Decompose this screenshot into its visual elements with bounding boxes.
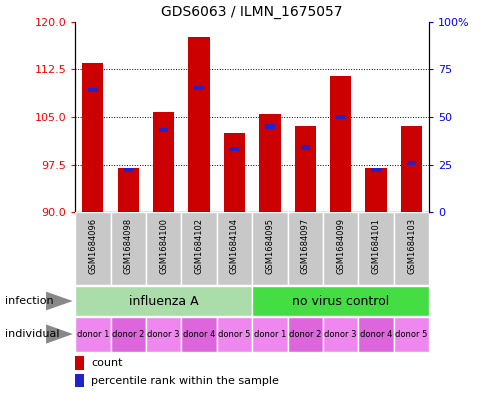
Text: infection: infection [5, 296, 53, 306]
Text: GSM1684103: GSM1684103 [406, 218, 415, 274]
Bar [216, 317, 252, 352]
Text: GSM1684099: GSM1684099 [335, 218, 345, 274]
Bar [75, 317, 110, 352]
Bar [181, 317, 216, 352]
Bar [146, 212, 181, 285]
Bar [335, 115, 345, 119]
Bar [393, 317, 428, 352]
Text: GSM1684104: GSM1684104 [229, 218, 239, 274]
Text: GSM1684101: GSM1684101 [371, 218, 380, 274]
Text: donor 4: donor 4 [182, 330, 215, 339]
Text: donor 3: donor 3 [147, 330, 180, 339]
Bar [252, 317, 287, 352]
Title: GDS6063 / ILMN_1675057: GDS6063 / ILMN_1675057 [161, 5, 342, 19]
Text: donor 2: donor 2 [112, 330, 144, 339]
Bar [82, 63, 103, 212]
Bar [88, 88, 97, 92]
Bar [159, 128, 168, 132]
Bar [406, 161, 415, 165]
Text: donor 2: donor 2 [288, 330, 321, 339]
Bar [75, 286, 252, 316]
Bar [118, 168, 138, 212]
Text: GSM1684095: GSM1684095 [265, 218, 274, 274]
Bar [330, 75, 350, 212]
Polygon shape [46, 292, 73, 310]
Bar [75, 374, 84, 387]
Text: GSM1684097: GSM1684097 [300, 218, 309, 274]
Bar [294, 127, 315, 212]
Bar [229, 147, 239, 151]
Text: GSM1684102: GSM1684102 [194, 218, 203, 274]
Text: donor 3: donor 3 [324, 330, 356, 339]
Polygon shape [46, 325, 73, 343]
Bar [75, 212, 110, 285]
Bar [371, 168, 380, 173]
Bar [252, 212, 287, 285]
Text: donor 1: donor 1 [253, 330, 286, 339]
Bar [216, 212, 252, 285]
Text: donor 5: donor 5 [218, 330, 250, 339]
Bar [188, 37, 209, 212]
Bar [110, 212, 146, 285]
Bar [181, 212, 216, 285]
Text: GSM1684098: GSM1684098 [123, 218, 133, 274]
Bar [322, 317, 358, 352]
Text: donor 4: donor 4 [359, 330, 392, 339]
Bar [224, 133, 244, 212]
Text: donor 1: donor 1 [76, 330, 109, 339]
Bar [287, 212, 322, 285]
Bar [287, 317, 322, 352]
Bar [194, 86, 203, 90]
Bar [322, 212, 358, 285]
Text: no virus control: no virus control [291, 294, 389, 308]
Bar [393, 212, 428, 285]
Bar [75, 356, 84, 369]
Text: individual: individual [5, 329, 59, 340]
Bar [153, 112, 174, 212]
Bar [400, 127, 421, 212]
Bar [358, 212, 393, 285]
Bar [300, 145, 309, 149]
Bar [146, 317, 181, 352]
Text: donor 5: donor 5 [394, 330, 427, 339]
Bar [110, 317, 146, 352]
Text: GSM1684096: GSM1684096 [88, 218, 97, 274]
Text: count: count [91, 358, 122, 368]
Bar [252, 286, 428, 316]
Bar [365, 168, 386, 212]
Text: GSM1684100: GSM1684100 [159, 218, 168, 274]
Bar [265, 124, 274, 129]
Bar [358, 317, 393, 352]
Bar [123, 168, 133, 173]
Bar [259, 114, 280, 212]
Text: percentile rank within the sample: percentile rank within the sample [91, 376, 278, 386]
Text: influenza A: influenza A [129, 294, 198, 308]
